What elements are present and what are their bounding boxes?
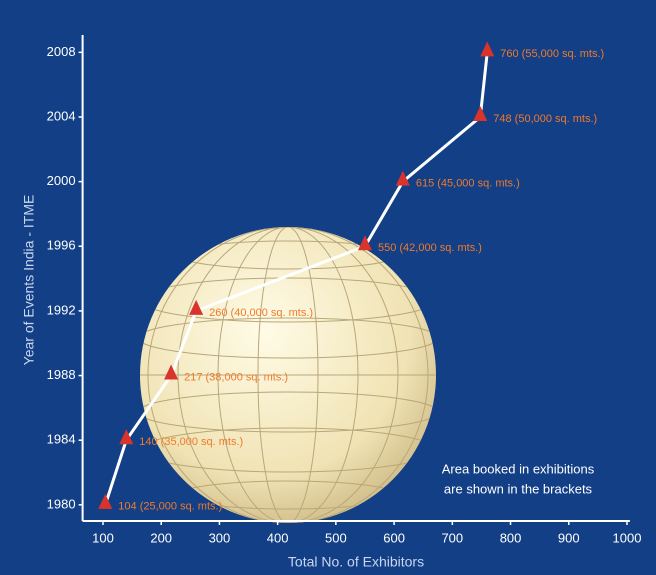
marker <box>119 429 134 445</box>
y-tick-label: 2000 <box>47 173 76 188</box>
x-axis-title: Total No. of Exhibitors <box>288 554 424 570</box>
data-label: 748 (50,000 sq. mts.) <box>493 113 597 125</box>
marker <box>98 493 113 509</box>
y-tick-label: 2008 <box>47 44 76 59</box>
line <box>103 52 489 506</box>
marker <box>357 235 372 251</box>
x-tick-label: 500 <box>325 530 347 545</box>
data-label: 615 (45,000 sq. mts.) <box>416 178 520 190</box>
annotation: Area booked in exhibitions <box>442 461 595 476</box>
y-tick-label: 1988 <box>47 367 76 382</box>
data-label: 104 (25,000 sq. mts.) <box>118 501 222 513</box>
marker <box>395 170 410 186</box>
y-tick-label: 1980 <box>47 496 76 511</box>
marker <box>189 299 204 315</box>
x-tick-label: 700 <box>441 530 463 545</box>
marker <box>480 41 495 57</box>
y-tick-label: 1992 <box>47 302 76 317</box>
y-tick-label: 1996 <box>47 238 76 253</box>
x-tick-label: 1000 <box>613 530 642 545</box>
y-axis-title: Year of Events India - ITME <box>21 195 37 366</box>
data-label: 217 (38,000 sq. mts.) <box>184 371 288 383</box>
x-tick-label: 100 <box>92 530 114 545</box>
data-label: 550 (42,000 sq. mts.) <box>378 242 482 254</box>
x-tick-label: 200 <box>150 530 172 545</box>
x-tick-label: 600 <box>383 530 405 545</box>
x-tick-label: 900 <box>558 530 580 545</box>
y-tick-label: 1984 <box>47 432 76 447</box>
data-label: 140 (35,000 sq. mts.) <box>139 436 243 448</box>
x-tick-label: 300 <box>209 530 231 545</box>
data-label: 260 (40,000 sq. mts.) <box>209 307 313 319</box>
y-tick-label: 2004 <box>47 108 76 123</box>
marker <box>164 364 179 380</box>
x-tick-label: 400 <box>267 530 289 545</box>
annotation: are shown in the brackets <box>444 481 593 496</box>
data-label: 760 (55,000 sq. mts.) <box>500 48 604 60</box>
x-tick-label: 800 <box>500 530 522 545</box>
marker <box>473 105 488 121</box>
